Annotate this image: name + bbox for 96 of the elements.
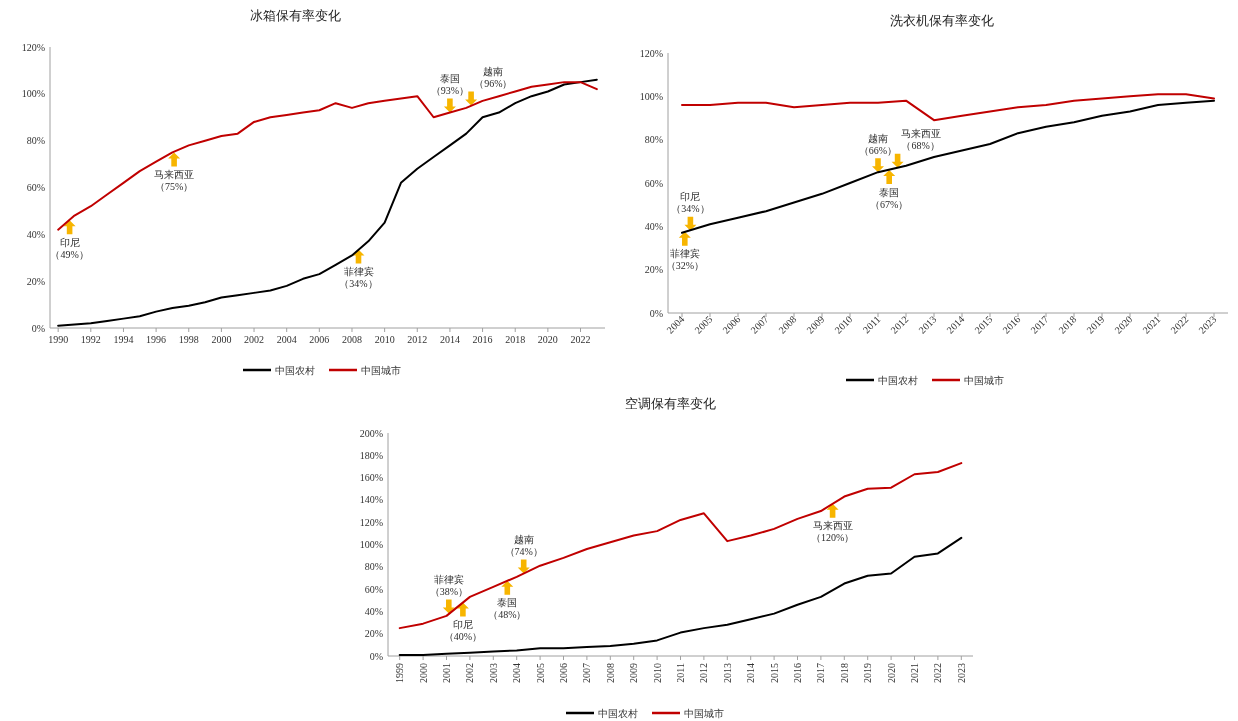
x-tick-label: 2023 xyxy=(955,663,967,683)
legend-label: 中国农村 xyxy=(878,374,918,386)
x-tick-label: 2000 xyxy=(417,663,429,683)
x-tick-label: 2020 xyxy=(537,334,558,345)
x-tick-label: 2009 xyxy=(628,663,640,683)
y-tick-label: 120% xyxy=(639,47,663,59)
x-tick-label: 2016 xyxy=(792,663,803,683)
legend-label: 中国城市 xyxy=(964,374,1004,386)
x-tick-label: 1996 xyxy=(146,334,167,345)
y-tick-label: 60% xyxy=(364,583,383,595)
x-tick-label: 2016 xyxy=(472,334,493,345)
y-tick-label: 100% xyxy=(639,90,663,102)
x-tick-label: 1999 xyxy=(394,663,406,683)
x-tick-label: 2022 xyxy=(932,663,944,683)
x-tick-label: 2015 xyxy=(768,663,780,683)
x-tick-label: 1994 xyxy=(113,334,134,345)
x-tick-label: 2018 xyxy=(838,663,850,683)
x-tick-label: 2021 xyxy=(1140,313,1163,336)
x-tick-label: 2002 xyxy=(464,663,476,683)
annotation: 印尼（49%） xyxy=(50,236,89,260)
x-tick-label: 2004 xyxy=(276,334,297,345)
x-tick-label: 2011 xyxy=(860,313,883,336)
x-tick-label: 2011 xyxy=(675,663,686,683)
legend-label: 中国城市 xyxy=(361,364,401,376)
x-tick-label: 2000 xyxy=(211,334,232,345)
annotation: 泰国（93%） xyxy=(430,73,470,97)
x-tick-label: 2022 xyxy=(570,334,591,345)
annotation: 马来西亚（68%） xyxy=(900,128,941,152)
y-tick-label: 200% xyxy=(359,427,383,439)
legend-label: 中国城市 xyxy=(684,707,724,719)
y-tick-label: 60% xyxy=(26,182,45,193)
annotation: 印尼（34%） xyxy=(671,191,710,215)
chart-title: 冰箱保有率变化 xyxy=(249,8,341,23)
legend-label: 中国农村 xyxy=(598,707,638,719)
x-tick-label: 2012 xyxy=(698,663,710,683)
annotation: 马来西亚（75%） xyxy=(154,168,195,192)
legend-label: 中国农村 xyxy=(275,364,315,376)
y-tick-label: 80% xyxy=(26,135,45,147)
y-tick-label: 80% xyxy=(644,134,663,146)
line-series xyxy=(681,93,1215,122)
x-tick-label: 2012 xyxy=(407,334,428,345)
annotation: 泰国（67%） xyxy=(870,186,909,210)
x-tick-label: 2004 xyxy=(511,663,523,683)
y-tick-label: 0% xyxy=(31,322,45,334)
x-tick-label: 2014 xyxy=(745,663,757,683)
y-tick-label: 40% xyxy=(364,605,383,617)
x-tick-label: 2008 xyxy=(604,663,616,683)
x-tick-label: 2006 xyxy=(558,663,569,683)
x-tick-label: 2007 xyxy=(581,663,593,683)
y-tick-label: 120% xyxy=(21,41,45,53)
y-tick-label: 100% xyxy=(359,539,383,550)
annotation: 泰国（48%） xyxy=(488,597,527,621)
line-series xyxy=(398,462,963,630)
annotation: 菲律宾（34%） xyxy=(339,266,378,290)
y-tick-label: 20% xyxy=(26,275,45,287)
annotation: 马来西亚（120%） xyxy=(810,520,855,544)
x-tick-label: 2014 xyxy=(439,334,460,345)
annotation: 印尼（40%） xyxy=(443,618,483,642)
x-tick-label: 2020 xyxy=(885,663,897,683)
y-tick-label: 100% xyxy=(21,88,45,100)
y-tick-label: 80% xyxy=(364,561,383,573)
x-tick-label: 2006 xyxy=(309,334,330,345)
x-tick-label: 2010 xyxy=(651,663,663,683)
x-tick-label: 2005 xyxy=(534,663,546,683)
chart-title: 空调保有率变化 xyxy=(624,396,716,411)
x-tick-label: 2019 xyxy=(862,663,874,683)
y-tick-label: 140% xyxy=(359,494,383,506)
line-series xyxy=(398,536,963,656)
y-tick-label: 20% xyxy=(644,264,663,276)
x-tick-label: 2021 xyxy=(909,663,920,683)
x-tick-label: 2017 xyxy=(815,663,827,683)
x-tick-label: 2018 xyxy=(505,334,526,345)
x-tick-label: 2013 xyxy=(721,663,733,683)
y-tick-label: 40% xyxy=(26,228,45,240)
x-tick-label: 2010 xyxy=(374,334,395,345)
x-tick-label: 2008 xyxy=(341,334,362,345)
y-tick-label: 0% xyxy=(649,307,663,319)
x-tick-label: 2002 xyxy=(244,334,265,345)
x-tick-label: 1990 xyxy=(48,334,69,345)
annotation: 越南（96%） xyxy=(474,66,513,90)
x-tick-label: 2003 xyxy=(487,663,499,683)
y-tick-label: 0% xyxy=(369,650,383,662)
x-tick-label: 1998 xyxy=(178,334,199,345)
annotation: 越南（74%） xyxy=(504,533,543,557)
x-tick-label: 2001 xyxy=(441,663,452,683)
y-tick-label: 40% xyxy=(644,220,663,232)
y-tick-label: 160% xyxy=(359,472,383,484)
y-tick-label: 120% xyxy=(359,516,383,528)
x-tick-label: 1992 xyxy=(80,334,101,345)
chart-title: 洗衣机保有率变化 xyxy=(890,13,994,28)
annotation: 菲律宾（38%） xyxy=(429,574,469,598)
annotation: 越南（66%） xyxy=(858,132,898,156)
y-tick-label: 20% xyxy=(364,628,383,640)
annotation: 菲律宾（32%） xyxy=(665,248,704,272)
y-tick-label: 60% xyxy=(644,177,663,189)
y-tick-label: 180% xyxy=(359,449,383,461)
